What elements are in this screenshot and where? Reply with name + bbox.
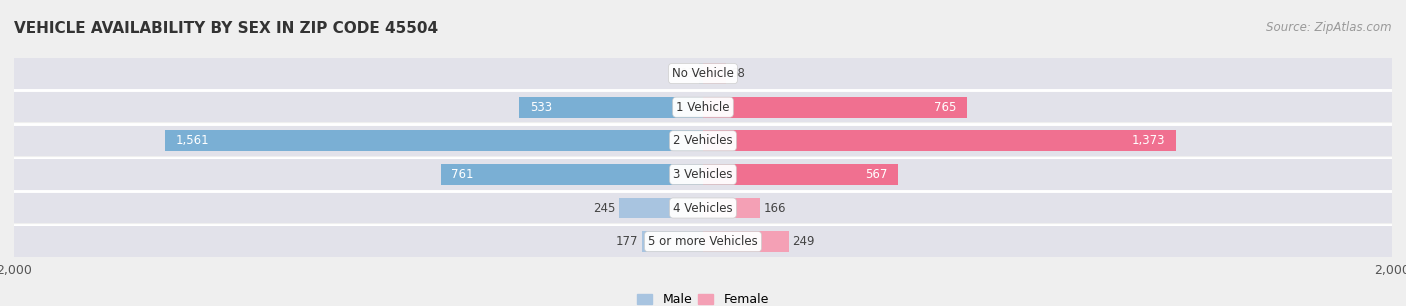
Bar — [703, 164, 898, 185]
Bar — [703, 97, 966, 118]
Bar — [703, 198, 761, 218]
Text: 761: 761 — [451, 168, 474, 181]
Bar — [14, 92, 1392, 122]
Text: 177: 177 — [616, 235, 638, 248]
Bar — [619, 198, 703, 218]
Text: 68: 68 — [730, 67, 745, 80]
Text: 166: 166 — [763, 202, 786, 215]
Text: VEHICLE AVAILABILITY BY SEX IN ZIP CODE 45504: VEHICLE AVAILABILITY BY SEX IN ZIP CODE … — [14, 21, 439, 36]
Bar — [441, 164, 703, 185]
Text: 5 or more Vehicles: 5 or more Vehicles — [648, 235, 758, 248]
Bar — [699, 63, 703, 84]
Text: 1 Vehicle: 1 Vehicle — [676, 101, 730, 114]
Text: 249: 249 — [792, 235, 814, 248]
Bar — [643, 231, 703, 252]
Bar — [703, 63, 727, 84]
Bar — [166, 130, 703, 151]
Legend: Male, Female: Male, Female — [633, 288, 773, 306]
Text: 1,561: 1,561 — [176, 134, 209, 147]
Text: 2 Vehicles: 2 Vehicles — [673, 134, 733, 147]
Text: Source: ZipAtlas.com: Source: ZipAtlas.com — [1267, 21, 1392, 34]
Bar — [14, 58, 1392, 89]
Text: 533: 533 — [530, 101, 553, 114]
Text: 567: 567 — [866, 168, 889, 181]
Bar — [703, 130, 1175, 151]
Text: 765: 765 — [934, 101, 956, 114]
Text: 3 Vehicles: 3 Vehicles — [673, 168, 733, 181]
Bar — [703, 231, 789, 252]
Text: 13: 13 — [681, 67, 695, 80]
Text: 4 Vehicles: 4 Vehicles — [673, 202, 733, 215]
Bar — [14, 226, 1392, 257]
Bar — [14, 193, 1392, 223]
Bar — [14, 159, 1392, 189]
Text: 245: 245 — [593, 202, 616, 215]
Bar — [14, 126, 1392, 156]
Text: 1,373: 1,373 — [1132, 134, 1166, 147]
Bar — [519, 97, 703, 118]
Text: No Vehicle: No Vehicle — [672, 67, 734, 80]
